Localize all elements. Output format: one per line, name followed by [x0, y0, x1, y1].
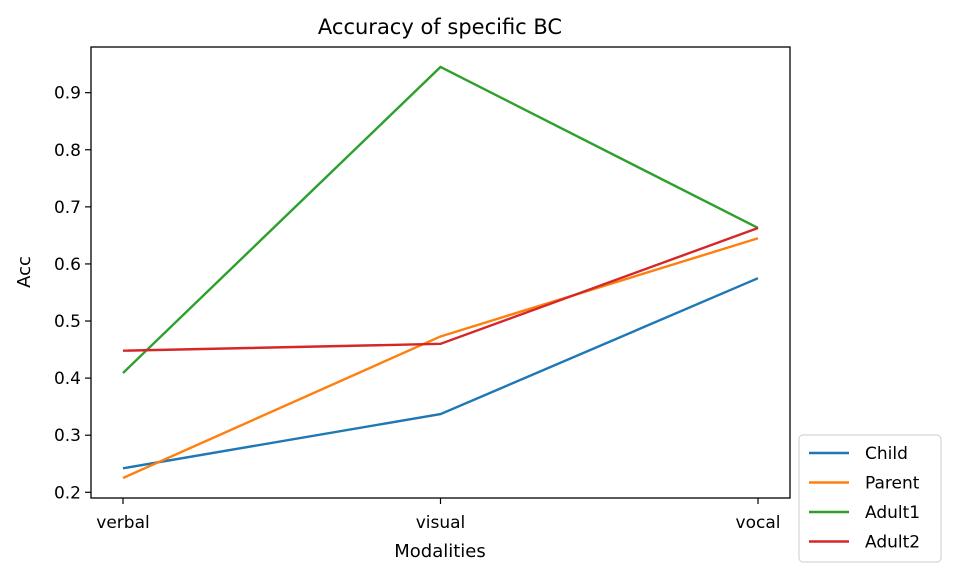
y-tick-label: 0.3	[54, 426, 81, 446]
series-line-parent	[122, 237, 759, 480]
series-layer	[122, 65, 759, 480]
legend-label-adult2: Adult2	[865, 533, 920, 553]
legend-frame	[798, 434, 942, 563]
legend: Child Parent Adult1 Adult2	[798, 434, 942, 563]
y-tick-label: 0.7	[54, 198, 81, 218]
x-axis: verbal visual vocal	[96, 498, 780, 533]
x-tick-label: visual	[416, 513, 466, 533]
y-tick-label: 0.8	[54, 141, 81, 161]
series-line-child	[122, 277, 759, 470]
y-tick-label: 0.6	[54, 255, 81, 275]
legend-label-child: Child	[865, 444, 908, 464]
legend-label-adult1: Adult1	[865, 503, 920, 523]
y-axis: 0.2 0.3 0.4 0.5 0.6 0.7 0.8 0.9	[54, 84, 91, 503]
chart-title: Accuracy of specific BC	[318, 15, 562, 39]
y-tick-label: 0.4	[54, 369, 81, 389]
x-axis-label: Modalities	[394, 541, 486, 562]
legend-label-parent: Parent	[865, 474, 920, 494]
plot-frame	[90, 46, 791, 499]
y-tick-label: 0.2	[54, 483, 81, 503]
x-tick-label: verbal	[96, 513, 149, 533]
series-line-adult1	[122, 65, 759, 374]
series-line-adult2	[122, 226, 759, 352]
y-axis-label: Acc	[14, 256, 35, 288]
y-tick-label: 0.5	[54, 312, 81, 332]
x-tick-label: vocal	[736, 513, 781, 533]
y-tick-label: 0.9	[54, 84, 81, 104]
